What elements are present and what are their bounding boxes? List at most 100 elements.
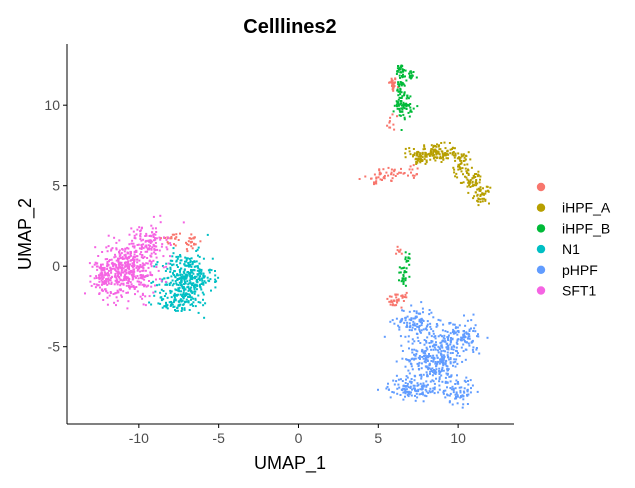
scatter-point <box>391 83 394 86</box>
scatter-point <box>478 181 481 184</box>
scatter-point <box>176 273 179 276</box>
scatter-point <box>185 258 188 261</box>
scatter-point <box>124 265 127 268</box>
scatter-point <box>395 296 398 299</box>
scatter-point <box>415 76 418 79</box>
scatter-point <box>165 292 167 295</box>
scatter-point <box>476 193 479 196</box>
scatter-point <box>386 297 389 300</box>
scatter-point <box>169 244 172 246</box>
scatter-point <box>410 382 413 385</box>
scatter-point <box>408 147 411 150</box>
scatter-point <box>415 173 418 176</box>
scatter-point <box>431 379 434 382</box>
scatter-point <box>465 341 468 344</box>
scatter-point <box>455 379 458 382</box>
scatter-point <box>121 248 124 251</box>
scatter-point <box>176 309 179 312</box>
scatter-point <box>397 298 400 301</box>
scatter-point <box>407 340 410 343</box>
scatter-point <box>400 252 403 255</box>
scatter-point <box>397 94 400 97</box>
scatter-point <box>442 391 445 394</box>
scatter-point <box>142 267 145 270</box>
scatter-point <box>432 154 435 156</box>
scatter-point <box>189 290 192 293</box>
scatter-point <box>454 159 457 162</box>
scatter-point <box>415 349 418 352</box>
scatter-point <box>141 283 144 286</box>
scatter-point <box>188 293 191 296</box>
scatter-point <box>138 267 141 270</box>
scatter-point <box>174 288 177 291</box>
scatter-point <box>445 364 448 367</box>
scatter-point <box>426 320 429 323</box>
scatter-point <box>118 276 120 278</box>
scatter-point <box>417 388 420 391</box>
scatter-point <box>141 246 144 249</box>
scatter-point <box>430 328 433 331</box>
scatter-point <box>118 251 120 253</box>
scatter-point <box>401 317 404 320</box>
scatter-point <box>440 161 443 163</box>
scatter-point <box>447 348 450 351</box>
scatter-point <box>418 326 420 329</box>
scatter-point <box>434 373 437 375</box>
scatter-point <box>472 313 475 316</box>
scatter-point <box>154 238 157 241</box>
scatter-point <box>467 342 470 345</box>
scatter-point <box>424 162 427 165</box>
series-sft1 <box>84 214 185 310</box>
scatter-point <box>199 275 202 278</box>
scatter-point <box>126 251 129 254</box>
scatter-point <box>106 303 109 306</box>
scatter-point <box>449 361 452 364</box>
scatter-point <box>460 346 463 349</box>
scatter-point <box>133 246 136 249</box>
scatter-point <box>151 274 154 277</box>
scatter-point <box>143 278 146 281</box>
scatter-point <box>150 235 153 238</box>
scatter-point <box>411 348 414 351</box>
scatter-point <box>404 391 407 394</box>
scatter-point <box>117 291 120 294</box>
scatter-point <box>404 293 407 296</box>
scatter-point <box>413 357 416 360</box>
scatter-point <box>409 385 412 388</box>
scatter-point <box>433 372 436 375</box>
scatter-point <box>472 330 475 332</box>
scatter-point <box>451 153 454 156</box>
scatter-point <box>402 267 405 270</box>
scatter-point <box>177 289 180 292</box>
scatter-point <box>429 149 432 152</box>
scatter-point <box>169 266 172 269</box>
scatter-point <box>188 279 191 282</box>
scatter-point <box>426 336 429 339</box>
scatter-point <box>201 277 204 280</box>
scatter-point <box>408 74 411 77</box>
scatter-point <box>479 190 482 192</box>
scatter-point <box>133 253 136 256</box>
scatter-point <box>188 237 191 240</box>
scatter-point <box>400 96 403 99</box>
scatter-point <box>401 82 404 85</box>
scatter-point <box>408 322 411 325</box>
scatter-point <box>412 384 415 387</box>
scatter-point <box>436 349 439 352</box>
scatter-point <box>156 284 158 287</box>
scatter-point <box>179 303 182 306</box>
scatter-point <box>452 154 455 157</box>
scatter-point <box>430 356 433 359</box>
scatter-point <box>464 158 467 161</box>
scatter-point <box>189 260 192 262</box>
scatter-point <box>196 269 199 272</box>
scatter-point <box>442 392 445 395</box>
scatter-point <box>181 308 184 311</box>
scatter-point <box>184 288 187 291</box>
scatter-point <box>436 143 438 146</box>
scatter-point <box>404 75 406 78</box>
scatter-point <box>398 109 401 112</box>
scatter-point <box>164 280 167 283</box>
scatter-point <box>111 261 114 264</box>
x-tick-label: 5 <box>374 430 382 446</box>
